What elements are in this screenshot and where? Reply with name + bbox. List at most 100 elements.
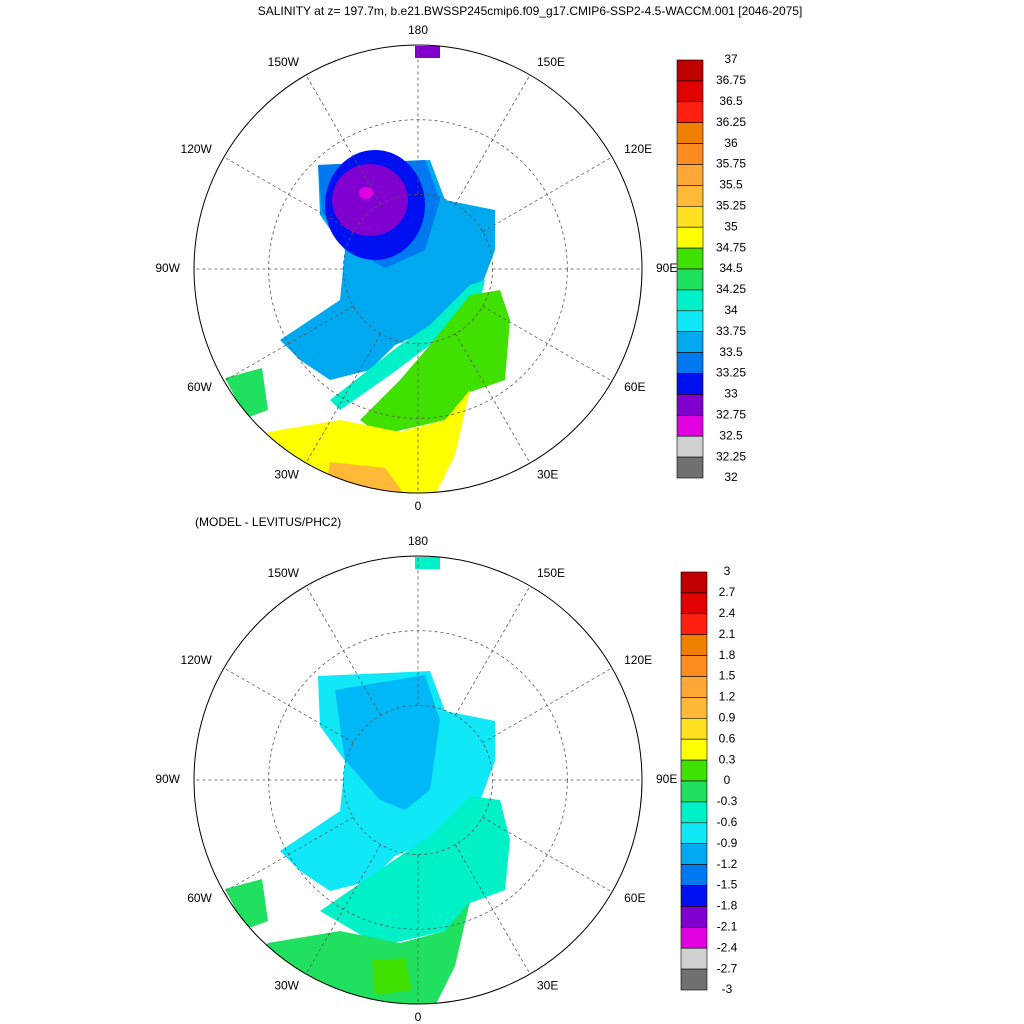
- title: SALINITY at z= 197.7m, b.e21.BWSSP245cmi…: [258, 4, 803, 18]
- colorbar-swatch: [680, 613, 708, 635]
- colorbar-swatch: [680, 780, 708, 803]
- ocean-field: [225, 557, 510, 1004]
- colorbar-label: 36: [724, 136, 738, 150]
- colorbar-swatch: [680, 571, 708, 594]
- colorbar-swatch: [680, 634, 708, 656]
- colorbar-swatch: [680, 926, 708, 949]
- colorbar-label: 36.25: [716, 115, 746, 129]
- colorbar-label: 3: [724, 564, 731, 578]
- colorbar-label: 32.25: [716, 449, 746, 463]
- meridian: [223, 667, 354, 744]
- colorbar-swatch: [676, 101, 704, 124]
- meridian: [482, 305, 613, 382]
- longitude-label: 150E: [537, 55, 565, 69]
- colorbar-swatch: [676, 80, 704, 103]
- meridian: [305, 844, 382, 975]
- colorbar-label: 0.6: [719, 731, 736, 745]
- longitude-label: 60W: [187, 891, 212, 905]
- longitude-label: 30W: [274, 467, 299, 481]
- colorbar-label: 0.9: [719, 710, 736, 724]
- colorbar-swatch: [676, 373, 704, 395]
- colorbar-swatch: [676, 352, 704, 374]
- colorbar-label: 35.25: [716, 198, 746, 212]
- meridian: [305, 74, 382, 205]
- colorbar-swatch: [676, 394, 704, 416]
- colorbar-swatch: [680, 592, 708, 615]
- colorbar-swatch: [676, 122, 704, 144]
- subtitle: (MODEL - LEVITUS/PHC2): [195, 515, 341, 529]
- colorbar-swatch: [676, 414, 704, 437]
- colorbar-label: 2.1: [719, 627, 736, 641]
- colorbar-swatch: [676, 331, 704, 353]
- colorbar-swatch: [676, 59, 704, 82]
- colorbar-swatch: [676, 268, 704, 291]
- meridian: [223, 816, 354, 893]
- meridian: [454, 844, 531, 975]
- colorbar-label: 35.75: [716, 157, 746, 171]
- longitude-label: 60E: [624, 891, 645, 905]
- colorbar-swatch: [680, 717, 708, 740]
- longitude-label: 30W: [274, 978, 299, 992]
- colorbar-label: 36.5: [719, 94, 743, 108]
- colorbar-swatch: [680, 676, 708, 698]
- longitude-label: 60E: [624, 380, 645, 394]
- longitude-label: 0: [415, 499, 422, 513]
- longitude-label: 150E: [537, 566, 565, 580]
- longitude-label: 120E: [624, 653, 652, 667]
- colorbar-label: -0.6: [717, 815, 738, 829]
- colorbar-swatch: [680, 885, 708, 907]
- longitude-label: 90E: [656, 261, 677, 275]
- longitude-label: 150W: [268, 566, 300, 580]
- longitude-label: 120E: [624, 142, 652, 156]
- colorbar-label: 34.25: [716, 282, 746, 296]
- colorbar-label: 32.5: [719, 428, 743, 442]
- colorbar-label: 1.2: [719, 690, 736, 704]
- meridian: [305, 333, 382, 464]
- meridian: [482, 667, 613, 744]
- colorbar-swatch: [676, 185, 704, 207]
- colorbar-label: 32.75: [716, 407, 746, 421]
- colorbar-label: 0: [724, 773, 731, 787]
- colorbar-swatch: [676, 247, 704, 270]
- ocean-field: [225, 46, 510, 493]
- colorbar-label: -0.9: [717, 836, 738, 850]
- colorbar-label: 35: [724, 219, 738, 233]
- colorbar-label: 0.3: [719, 752, 736, 766]
- colorbar-swatch: [676, 456, 704, 479]
- longitude-label: 30E: [537, 978, 558, 992]
- colorbar-swatch: [680, 947, 708, 970]
- meridian: [454, 585, 531, 716]
- colorbar-label: -2.4: [717, 940, 738, 954]
- colorbar-swatch: [680, 843, 708, 865]
- colorbar-swatch: [676, 289, 704, 312]
- colorbar-swatch: [680, 906, 708, 928]
- longitude-label: 120W: [181, 142, 213, 156]
- colorbar-label: -0.3: [717, 794, 738, 808]
- colorbar-label: 32: [724, 470, 738, 484]
- meridian: [482, 816, 613, 893]
- meridian: [305, 585, 382, 716]
- colorbar-swatch: [680, 655, 708, 677]
- longitude-label: 60W: [187, 380, 212, 394]
- colorbar-label: -1.5: [717, 878, 738, 892]
- longitude-label: 90W: [155, 261, 180, 275]
- longitude-label: 180: [408, 23, 428, 37]
- colorbar-swatch: [680, 759, 708, 782]
- colorbar-label: 35.5: [719, 178, 743, 192]
- meridian: [223, 156, 354, 233]
- longitude-label: 90E: [656, 772, 677, 786]
- colorbar-swatch: [676, 206, 704, 228]
- longitude-label: 180: [408, 534, 428, 548]
- longitude-label: 30E: [537, 467, 558, 481]
- colorbar-swatch: [680, 697, 708, 719]
- colorbar-label: 2.7: [719, 585, 736, 599]
- colorbar-label: 34.75: [716, 240, 746, 254]
- colorbar-label: 34.5: [719, 261, 743, 275]
- meridian: [454, 74, 531, 205]
- longitude-label: 90W: [155, 772, 180, 786]
- colorbar-label: -2.7: [717, 961, 738, 975]
- longitude-label: 150W: [268, 55, 300, 69]
- colorbar-swatch: [676, 310, 704, 332]
- colorbar-label: -3: [722, 982, 733, 996]
